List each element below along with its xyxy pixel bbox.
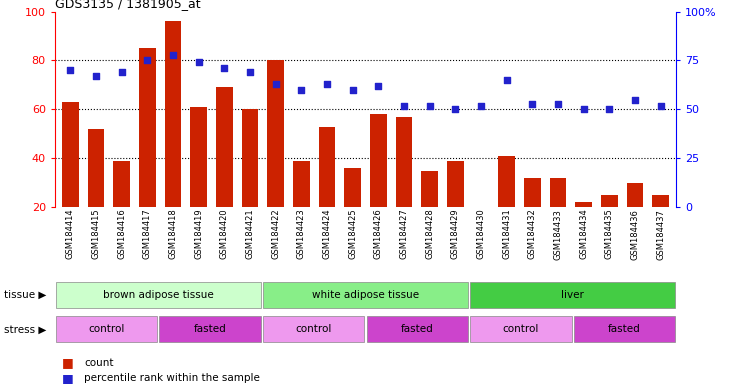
Text: tissue ▶: tissue ▶ (4, 290, 46, 300)
Bar (421, 170, 438, 257)
Point (578, 106, 590, 113)
Bar (447, 161, 463, 257)
Point (64, 67, 76, 73)
Point (193, 60, 205, 66)
Point (244, 69, 256, 75)
Bar (139, 48, 156, 257)
Text: stress ▶: stress ▶ (4, 324, 46, 334)
Bar (190, 107, 207, 257)
Text: brown adipose tissue: brown adipose tissue (103, 290, 213, 300)
Point (450, 106, 461, 113)
Text: control: control (503, 324, 539, 334)
Text: count: count (84, 358, 113, 368)
Text: ■: ■ (62, 356, 74, 369)
Bar (366, 316, 468, 342)
Bar (524, 178, 541, 257)
Bar (370, 114, 387, 257)
Bar (263, 316, 365, 342)
Point (424, 103, 436, 109)
Bar (626, 183, 643, 257)
Point (346, 87, 358, 93)
Text: GDS3135 / 1381905_at: GDS3135 / 1381905_at (55, 0, 200, 10)
Point (321, 81, 333, 87)
Text: fasted: fasted (608, 324, 641, 334)
Text: control: control (295, 324, 332, 334)
Point (552, 101, 564, 107)
Text: ■: ■ (62, 372, 74, 384)
Bar (293, 161, 310, 257)
Bar (159, 316, 261, 342)
Text: white adipose tissue: white adipose tissue (312, 290, 419, 300)
Bar (470, 316, 572, 342)
Bar (319, 127, 336, 257)
Bar (344, 168, 361, 257)
Text: control: control (88, 324, 125, 334)
Point (219, 65, 230, 71)
Bar (574, 316, 675, 342)
Bar (601, 195, 618, 257)
Text: fasted: fasted (401, 324, 433, 334)
Text: liver: liver (561, 290, 584, 300)
Point (604, 106, 616, 113)
Bar (268, 60, 284, 257)
Point (90, 73, 102, 79)
Point (398, 103, 410, 109)
Text: fasted: fasted (194, 324, 227, 334)
Bar (499, 156, 515, 257)
Point (270, 81, 281, 87)
Point (526, 101, 538, 107)
Point (115, 69, 127, 75)
Bar (395, 117, 412, 257)
Bar (113, 161, 130, 257)
Point (655, 103, 667, 109)
Bar (56, 282, 261, 308)
Point (167, 51, 179, 58)
Point (629, 96, 641, 103)
Bar (56, 316, 157, 342)
Text: percentile rank within the sample: percentile rank within the sample (84, 373, 260, 383)
Point (295, 87, 307, 93)
Bar (653, 195, 669, 257)
Point (475, 103, 487, 109)
Bar (62, 102, 78, 257)
Bar (470, 282, 675, 308)
Point (141, 57, 153, 63)
Point (501, 77, 512, 83)
Bar (473, 207, 489, 257)
Bar (575, 202, 592, 257)
Point (373, 83, 385, 89)
Bar (550, 178, 567, 257)
Bar (242, 109, 258, 257)
Bar (263, 282, 468, 308)
Bar (164, 21, 181, 257)
Bar (216, 88, 232, 257)
Bar (88, 129, 105, 257)
